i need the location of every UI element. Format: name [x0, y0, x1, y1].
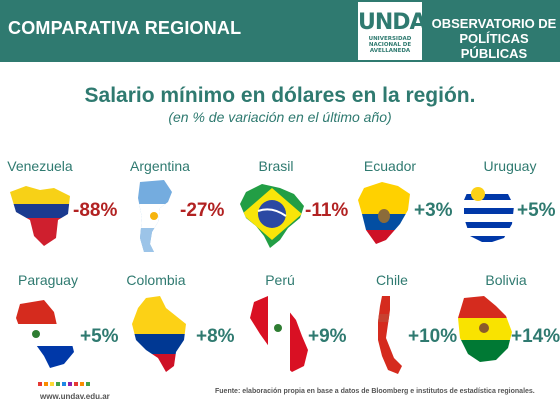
value-colombia: +8%	[196, 326, 235, 347]
footer-source: Fuente: elaboración propia en base a dat…	[215, 388, 535, 395]
country-label-ecuador: Ecuador	[363, 158, 417, 174]
country-label-peru: Perú	[265, 272, 295, 288]
country-label-bolivia: Bolivia	[485, 272, 527, 288]
logo-text: UNDAV	[358, 10, 441, 35]
color-dots-decoration	[38, 382, 90, 386]
value-ecuador: +3%	[414, 200, 453, 221]
observatory-title: OBSERVATORIO DE POLÍTICAS PÚBLICAS	[431, 16, 557, 61]
ecuador-flag-map-icon	[358, 182, 410, 244]
bolivia-flag-map-icon	[458, 296, 512, 362]
country-label-uruguay: Uruguay	[483, 158, 537, 174]
value-bolivia: +14%	[511, 326, 560, 347]
paraguay-flag-map-icon	[16, 300, 74, 368]
colombia-flag-map-icon	[132, 296, 186, 372]
logo-subtext: UNIVERSIDAD NACIONAL DE AVELLANEDA	[368, 36, 412, 54]
brazil-flag-map-icon	[240, 184, 304, 248]
value-venezuela: -88%	[73, 200, 118, 221]
header-bar: COMPARATIVA REGIONAL UNDAV UNIVERSIDAD N…	[0, 0, 560, 62]
value-brasil: -11%	[305, 200, 349, 221]
country-label-venezuela: Venezuela	[7, 158, 73, 174]
value-chile: +10%	[408, 326, 458, 347]
country-label-colombia: Colombia	[126, 272, 186, 288]
page-subtitle: (en % de variación en el último año)	[168, 109, 392, 125]
undav-logo: UNDAV UNIVERSIDAD NACIONAL DE AVELLANEDA	[358, 2, 441, 60]
argentina-flag-map-icon	[138, 180, 172, 252]
value-peru: +9%	[308, 326, 347, 347]
country-label-brasil: Brasil	[258, 158, 294, 174]
country-label-paraguay: Paraguay	[18, 272, 78, 288]
country-label-argentina: Argentina	[130, 158, 190, 174]
value-argentina: -27%	[180, 200, 225, 221]
value-uruguay: +5%	[517, 200, 556, 221]
country-label-chile: Chile	[376, 272, 408, 288]
uruguay-flag-map-icon	[464, 182, 514, 244]
page-title: Salario mínimo en dólares en la región.	[84, 84, 476, 107]
chile-flag-map-icon	[378, 296, 402, 374]
section-title: COMPARATIVA REGIONAL	[8, 18, 242, 38]
footer-url: www.undav.edu.ar	[40, 392, 110, 401]
venezuela-flag-map-icon	[10, 186, 70, 246]
value-paraguay: +5%	[80, 326, 119, 347]
peru-flag-map-icon	[250, 296, 308, 372]
